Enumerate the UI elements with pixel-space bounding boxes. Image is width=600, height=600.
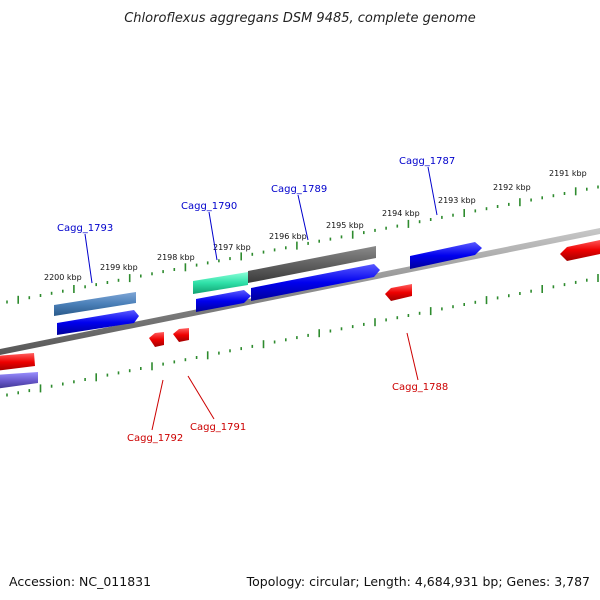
tick-label-2191: 2191 kbp	[549, 169, 587, 178]
tick-label-2196: 2196 kbp	[269, 232, 307, 241]
gene-label-cagg-1793[interactable]: Cagg_1793	[57, 223, 113, 234]
feature-cagg-1791[interactable]	[173, 328, 189, 342]
feature-cagg-1787-cds[interactable]	[410, 242, 482, 269]
feature-cagg-1790-teal[interactable]	[193, 272, 248, 294]
tick-label-2194: 2194 kbp	[382, 209, 420, 218]
gene-labels: Cagg_1793 Cagg_1790 Cagg_1789 Cagg_1787 …	[57, 156, 455, 444]
feature-cagg-1788[interactable]	[385, 284, 412, 301]
gene-label-cagg-1790[interactable]: Cagg_1790	[181, 201, 237, 212]
tick-label-2199: 2199 kbp	[100, 263, 138, 272]
feature-cagg-1792[interactable]	[149, 332, 164, 347]
tick-label-2198: 2198 kbp	[157, 253, 195, 262]
tick-label-2193: 2193 kbp	[438, 196, 476, 205]
feature-left-red[interactable]	[0, 353, 35, 371]
map-title: Chloroflexus aggregans DSM 9485, complet…	[124, 11, 476, 26]
tick-label-2197: 2197 kbp	[213, 243, 251, 252]
feature-cagg-1789-cds[interactable]	[251, 264, 380, 301]
feature-right-red[interactable]	[560, 239, 600, 261]
feature-cagg-1790-cds[interactable]	[196, 290, 251, 312]
gene-label-cagg-1789[interactable]: Cagg_1789	[271, 184, 327, 195]
tick-labels: 2200 kbp 2199 kbp 2198 kbp 2197 kbp 2196…	[44, 169, 587, 282]
gene-label-cagg-1788[interactable]: Cagg_1788	[392, 382, 448, 393]
feature-left-purple[interactable]	[0, 372, 38, 389]
tick-label-2192: 2192 kbp	[493, 183, 531, 192]
gene-label-cagg-1787[interactable]: Cagg_1787	[399, 156, 455, 167]
bottom-tick-track	[6, 274, 599, 397]
gene-label-cagg-1791[interactable]: Cagg_1791	[190, 422, 246, 433]
forward-strand-features	[0, 242, 482, 389]
gene-leader-lines	[84, 166, 438, 431]
genome-summary-text: Topology: circular; Length: 4,684,931 bp…	[246, 574, 590, 589]
gene-label-cagg-1792[interactable]: Cagg_1792	[127, 433, 183, 444]
tick-label-2200: 2200 kbp	[44, 273, 82, 282]
top-tick-track	[6, 185, 599, 304]
feature-cagg-1793-cds[interactable]	[57, 310, 139, 335]
feature-cagg-1793-steel[interactable]	[54, 292, 136, 316]
genome-backbone	[0, 228, 600, 355]
accession-text: Accession: NC_011831	[9, 574, 151, 589]
feature-cagg-1789-grey[interactable]	[248, 246, 376, 283]
tick-label-2195: 2195 kbp	[326, 221, 364, 230]
reverse-strand-features	[0, 239, 600, 371]
